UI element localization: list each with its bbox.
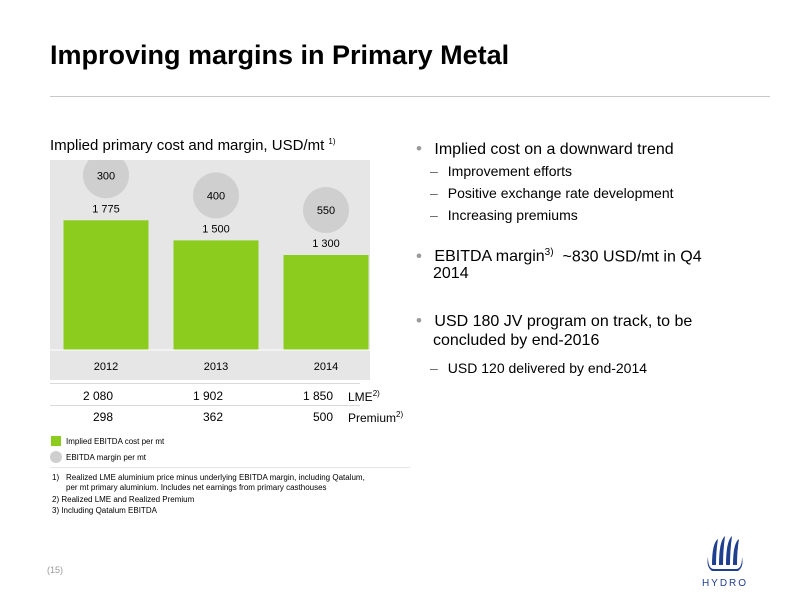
bar-2014 — [283, 255, 369, 350]
x-tick-label-2014: 2014 — [314, 361, 338, 373]
table-cell: 1 850 — [302, 389, 333, 403]
bullet-2-line-2: 2014 — [433, 265, 469, 282]
margin-value-label-2014: 550 — [317, 205, 335, 217]
legend-swatch-cost — [51, 436, 61, 446]
x-tick-label-2013: 2013 — [204, 361, 228, 373]
table-divider — [50, 405, 360, 406]
table-cell: 500 — [312, 410, 333, 424]
dash-glyph: – — [430, 163, 438, 179]
table-cell: 362 — [202, 410, 223, 424]
bullet-dot: • — [416, 139, 422, 158]
bullet-3: • USD 180 JV program on track, to be — [416, 311, 692, 332]
chart-heading: Implied primary cost and margin, USD/mt … — [50, 137, 336, 154]
legend-label-margin: EBITDA margin per mt — [66, 453, 147, 462]
table-divider-top — [50, 383, 360, 384]
bar-2013 — [173, 240, 259, 350]
dash-glyph: – — [430, 360, 438, 376]
hydro-logo-mark — [707, 536, 743, 571]
dash-glyph: – — [430, 207, 438, 223]
bullet-2-value: ~830 USD/mt in Q4 — [553, 248, 702, 266]
footnote-1-number: 1) — [52, 473, 60, 482]
bar-value-label-2012: 1 775 — [92, 203, 120, 215]
bar-2012 — [63, 220, 149, 350]
bullet-1-sub-3-text: Increasing premiums — [447, 207, 578, 223]
bullet-1-sub-3: – Increasing premiums — [430, 207, 578, 223]
bullet-dot: • — [416, 246, 422, 266]
table-row-label-text: Premium — [348, 411, 397, 425]
bullet-1-sub-1: – Improvement efforts — [430, 163, 572, 179]
bullet-2-text: EBITDA margin — [434, 248, 545, 266]
bullet-1-sub-2-text: Positive exchange rate development — [447, 185, 674, 201]
chart-marks: 1 775 300 2012 1 500 400 2013 1 300 550 2014 — [50, 160, 370, 373]
hydro-logo: HYDRO — [702, 536, 748, 589]
margin-bubble-2012 — [83, 160, 129, 199]
margin-bubble-2013 — [193, 172, 239, 219]
dash-glyph: – — [430, 185, 438, 201]
bullet-1-text: Implied cost on a downward trend — [434, 141, 674, 158]
bullet-2: • EBITDA margin3) ~830 USD/mt in Q4 — [416, 243, 702, 267]
hydro-logo-text: HYDRO — [702, 578, 748, 589]
bar-value-label-2014: 1 300 — [312, 238, 340, 250]
title-divider — [50, 96, 770, 97]
page-number: (15) — [47, 565, 64, 575]
table-cell: 1 902 — [192, 389, 223, 403]
page-title: Improving margins in Primary Metal — [50, 40, 510, 70]
bullet-3-sub-1: – USD 120 delivered by end-2014 — [430, 360, 647, 376]
table-cell: 2 080 — [82, 389, 113, 403]
chart-heading-footnote-ref: 1) — [328, 137, 336, 146]
bar-value-label-2013: 1 500 — [202, 223, 230, 235]
footnote-3: 3) Including Qatalum EBITDA — [52, 506, 157, 515]
footnote-divider — [50, 467, 410, 468]
footnote-1-line-1: Realized LME aluminium price minus under… — [66, 473, 365, 482]
margin-bubble-2014 — [303, 187, 349, 233]
x-tick-label-2012: 2012 — [94, 361, 118, 373]
bullet-1-sub-2: – Positive exchange rate development — [430, 185, 674, 201]
bullet-1-sub-1-text: Improvement efforts — [447, 163, 573, 179]
bullet-3-line-2: concluded by end-2016 — [433, 332, 600, 349]
chart-heading-text: Implied primary cost and margin, USD/mt — [50, 137, 325, 154]
margin-value-label-2013: 400 — [207, 190, 225, 202]
bullet-1: • Implied cost on a downward trend — [416, 139, 674, 160]
footnote-1-line-2: per mt primary aluminium. Includes net e… — [66, 483, 327, 492]
bullet-3-text: USD 180 JV program on track, to be — [434, 313, 693, 330]
bullet-3-sub-1-text: USD 120 delivered by end-2014 — [447, 360, 648, 376]
bar-chart: 1 775 300 2012 1 500 400 2013 1 300 550 2014 — [50, 160, 370, 380]
table-row-footnote-ref: 2) — [396, 410, 404, 419]
legend-label-cost: Implied EBITDA cost per mt — [66, 437, 165, 446]
table-row-label: LME2) — [348, 389, 380, 404]
table-row-label-text: LME — [348, 390, 373, 404]
table-cell: 298 — [92, 410, 113, 424]
table-row-label: Premium2) — [348, 410, 403, 425]
legend-swatch-margin — [50, 451, 62, 463]
bullet-2-footnote-ref: 3) — [544, 247, 554, 258]
footnote-2: 2) Realized LME and Realized Premium — [52, 495, 195, 504]
margin-value-label-2012: 300 — [97, 170, 115, 182]
bullet-dot: • — [416, 311, 422, 330]
table-row-footnote-ref: 2) — [372, 389, 380, 398]
